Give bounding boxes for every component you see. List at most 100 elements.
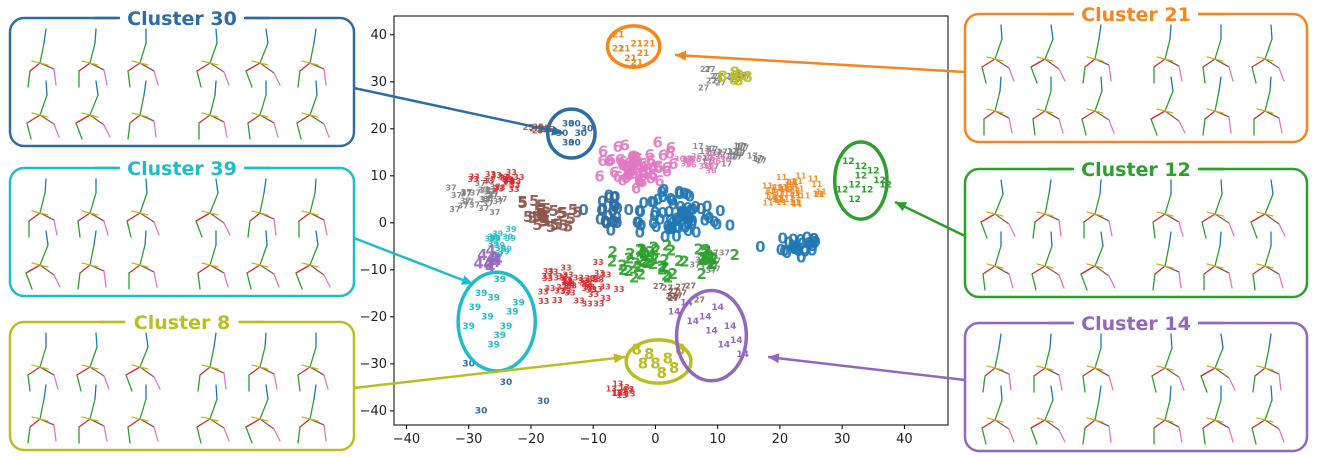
x-tick-label: −20 (517, 432, 544, 447)
skeleton-limb (1008, 428, 1015, 443)
background-point: 33 (513, 173, 524, 182)
skeleton-limb (1250, 221, 1258, 239)
background-point: 11 (774, 196, 786, 205)
background-point: 39 (487, 233, 499, 242)
cluster-39-panel-frame (8, 166, 356, 298)
background-point: 37 (463, 197, 474, 206)
background-point: 0 (609, 189, 619, 207)
background-point: 0 (604, 186, 614, 204)
background-point: 33 (577, 277, 588, 286)
background-point: 6 (666, 139, 676, 157)
skeleton-limb (249, 212, 261, 222)
background-point: 6 (638, 162, 648, 180)
background-point: 2 (648, 255, 658, 273)
background-point: 0 (702, 206, 712, 224)
x-tick-label: 0 (651, 432, 659, 447)
background-point: 2 (631, 254, 641, 272)
skeleton-limb (1030, 58, 1046, 68)
skeleton-limb (1206, 365, 1224, 371)
background-point: 11 (795, 171, 807, 180)
background-point: 27 (672, 291, 683, 300)
skeleton-limb (209, 42, 218, 64)
background-point: 2 (633, 258, 643, 276)
skeleton-limb (1168, 231, 1172, 247)
skeleton-limb (31, 416, 49, 422)
background-point: 2 (706, 255, 716, 273)
skeleton-limb (25, 264, 41, 274)
background-point: 0 (597, 192, 607, 210)
background-point: 2 (663, 268, 673, 286)
background-point: 33 (538, 288, 549, 297)
skeleton-limb (1270, 24, 1273, 40)
background-point: 33 (588, 290, 599, 299)
skeleton-limb (1094, 245, 1104, 267)
background-point: 17 (703, 154, 714, 163)
skeleton-limb (1200, 367, 1216, 377)
background-point: 2 (645, 243, 655, 261)
background-point: 6 (662, 162, 672, 180)
cluster-30-title-bg (120, 12, 244, 24)
background-point: 37 (689, 261, 700, 270)
skeleton-limb (251, 112, 269, 118)
skeleton-limb (26, 122, 32, 140)
skeleton-limb (39, 366, 55, 376)
skeleton-limb (301, 262, 319, 268)
cluster-30-point: 30 (500, 378, 513, 388)
skeleton-limb (197, 374, 201, 392)
skeleton-limb (1278, 117, 1283, 134)
background-point: 0 (776, 241, 786, 259)
background-point: 0 (660, 228, 670, 246)
background-point: 2 (696, 265, 706, 283)
skeleton-limb (259, 114, 275, 124)
background-point: 6 (665, 145, 675, 163)
background-point: 6 (640, 157, 650, 175)
background-point: 17 (705, 145, 716, 154)
background-point: 6 (627, 148, 637, 166)
skeleton-limb (1164, 399, 1171, 421)
background-point: 6 (613, 138, 623, 156)
background-point: 33 (582, 284, 593, 293)
background-point: 6 (624, 154, 634, 172)
background-point: 17 (747, 152, 758, 161)
background-point: 27 (712, 76, 723, 85)
skeleton-limb (94, 28, 97, 44)
background-point: 11 (811, 180, 823, 189)
background-point: 0 (665, 211, 675, 229)
skeleton-limb (1264, 90, 1271, 112)
skeleton-limb (297, 70, 301, 88)
skeleton-limb (1044, 265, 1060, 276)
background-point: 6 (625, 163, 635, 181)
skeleton-limb (982, 375, 986, 393)
background-point: 33 (502, 178, 513, 187)
skeleton-limb (39, 264, 55, 276)
background-point: 39 (489, 233, 501, 242)
skeleton-limb (1044, 90, 1052, 112)
background-point: 33 (586, 285, 597, 294)
background-point: 6 (594, 168, 604, 186)
background-point: 2 (639, 253, 649, 271)
background-point: 0 (608, 196, 618, 214)
background-point: 5 (539, 206, 549, 224)
x-tick-label: 30 (834, 432, 851, 447)
cluster-14-point: 14 (705, 326, 718, 336)
background-point: 33 (566, 282, 577, 291)
skeleton-limb (53, 274, 61, 288)
cluster-8-title: Cluster 8 (134, 312, 230, 334)
skeleton-limb (127, 122, 131, 140)
skeleton-limb (259, 346, 266, 368)
skeleton-limb (1169, 385, 1172, 401)
cluster-8-point: 8 (675, 340, 685, 358)
background-point: 8 (734, 67, 744, 85)
background-point: 33 (542, 274, 553, 283)
skeleton-limb (1156, 108, 1174, 114)
background-point: 36 (703, 161, 715, 170)
background-point: 6 (631, 160, 641, 178)
skeleton-limb (314, 178, 317, 194)
background-point: 0 (712, 216, 722, 234)
skeleton-limb (215, 28, 218, 44)
skeleton-limb (39, 94, 48, 116)
skeleton-limb (1156, 56, 1174, 62)
background-point: 13 (622, 386, 633, 395)
background-point: 6 (648, 158, 658, 176)
skeleton-limb (309, 42, 315, 64)
